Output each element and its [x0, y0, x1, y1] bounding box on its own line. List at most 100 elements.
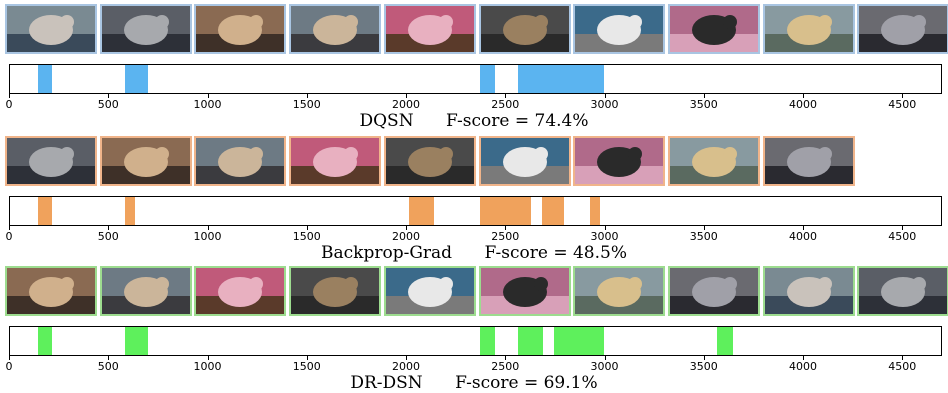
x-tick-label: 1500	[292, 230, 321, 243]
keyframe-thumbnail	[573, 4, 666, 54]
selected-segment	[518, 327, 543, 355]
x-tick-label: 3500	[689, 98, 718, 111]
backprop-grad-caption: Backprop-Grad F-score = 48.5%	[0, 243, 948, 263]
x-tick-label: 4500	[888, 360, 917, 373]
keyframe-thumbnail	[383, 266, 476, 316]
keyframe-thumbnail	[667, 136, 760, 186]
keyframe-thumbnail	[762, 266, 855, 316]
x-tick	[108, 226, 110, 230]
selected-segment	[480, 327, 496, 355]
selected-segment	[125, 65, 148, 93]
backprop-grad-x-axis: 0 500 1000 1500 2000 2500 3000 3500 4000 4500	[0, 226, 948, 248]
x-tick-label: 3500	[689, 230, 718, 243]
selected-segment	[518, 65, 604, 93]
keyframe-thumbnail	[194, 4, 287, 54]
x-tick-label: 1000	[193, 98, 222, 111]
x-tick-label: 2000	[392, 360, 421, 373]
x-tick-label: 0	[5, 230, 13, 243]
x-tick	[9, 226, 10, 230]
x-tick-label: 2500	[491, 98, 520, 111]
x-tick-label: 3000	[590, 360, 619, 373]
keyframe-thumbnail	[573, 266, 666, 316]
x-tick	[207, 94, 209, 98]
method-name: DQSN	[359, 111, 414, 131]
x-tick	[207, 226, 209, 230]
keyframe-thumbnail	[762, 136, 855, 186]
selected-segment	[480, 197, 532, 225]
x-tick	[803, 226, 805, 230]
x-tick	[108, 356, 110, 360]
x-tick-label: 1000	[193, 230, 222, 243]
x-tick-label: 2500	[491, 230, 520, 243]
dr-dsn-timeline-bar	[9, 326, 942, 356]
keyframe-thumbnail	[667, 4, 760, 54]
x-tick-label: 0	[5, 98, 13, 111]
x-tick	[108, 94, 110, 98]
x-tick	[9, 356, 10, 360]
keyframe-thumbnail	[667, 266, 760, 316]
x-tick-label: 1500	[292, 360, 321, 373]
x-tick	[703, 94, 705, 98]
x-tick	[505, 94, 507, 98]
selected-segment	[37, 327, 52, 355]
dr-dsn-caption: DR-DSN F-score = 69.1%	[0, 373, 948, 393]
x-tick-label: 3000	[590, 230, 619, 243]
keyframe-thumbnail	[289, 266, 382, 316]
x-tick-label: 2000	[392, 98, 421, 111]
selected-segment	[553, 327, 604, 355]
x-tick	[803, 94, 805, 98]
keyframe-thumbnail	[762, 4, 855, 54]
keyframe-thumbnail	[383, 4, 476, 54]
keyframe-thumbnail	[5, 266, 97, 316]
x-tick	[406, 94, 408, 98]
x-tick-label: 4000	[789, 360, 818, 373]
keyframe-thumbnail	[99, 266, 192, 316]
x-tick	[406, 226, 408, 230]
selected-segment	[125, 197, 136, 225]
x-tick	[604, 356, 606, 360]
dqsn-caption: DQSN F-score = 74.4%	[0, 111, 948, 131]
selected-segment	[716, 327, 733, 355]
selected-segment	[125, 327, 148, 355]
x-tick	[803, 356, 805, 360]
keyframe-thumbnail	[383, 136, 476, 186]
x-tick	[9, 94, 10, 98]
fscore-label: F-score = 48.5%	[484, 243, 627, 263]
selected-segment	[37, 197, 52, 225]
x-tick-label: 4500	[888, 230, 917, 243]
method-name: DR-DSN	[350, 373, 423, 393]
keyframe-thumbnail	[99, 4, 192, 54]
x-tick-label: 4000	[789, 230, 818, 243]
x-tick	[406, 356, 408, 360]
method-name: Backprop-Grad	[321, 243, 453, 263]
keyframe-thumbnail	[5, 136, 97, 186]
dqsn-x-axis: 0 500 1000 1500 2000 2500 3000 3500 4000 4500	[0, 94, 948, 116]
fscore-label: F-score = 74.4%	[446, 111, 589, 131]
keyframe-thumbnail	[478, 266, 571, 316]
x-tick-label: 2500	[491, 360, 520, 373]
x-tick-label: 3000	[590, 98, 619, 111]
x-tick-label: 4500	[888, 98, 917, 111]
x-tick-label: 3500	[689, 360, 718, 373]
x-tick	[207, 356, 209, 360]
keyframe-thumbnail	[5, 4, 97, 54]
keyframe-thumbnail	[99, 136, 192, 186]
x-tick-label: 4000	[789, 98, 818, 111]
x-tick-label: 0	[5, 360, 13, 373]
keyframe-thumbnail	[289, 4, 382, 54]
x-tick	[505, 226, 507, 230]
x-tick	[902, 226, 904, 230]
keyframe-thumbnail	[194, 136, 287, 186]
selected-segment	[409, 197, 434, 225]
x-tick-label: 500	[97, 98, 119, 111]
selected-segment	[480, 65, 496, 93]
keyframe-thumbnail	[857, 266, 948, 316]
selected-segment	[589, 197, 600, 225]
keyframe-thumbnail	[289, 136, 382, 186]
keyframe-thumbnail	[478, 4, 571, 54]
fscore-label: F-score = 69.1%	[455, 373, 598, 393]
backprop-grad-timeline-bar	[9, 196, 942, 226]
x-tick	[306, 226, 308, 230]
keyframe-thumbnail	[194, 266, 287, 316]
x-tick	[604, 226, 606, 230]
